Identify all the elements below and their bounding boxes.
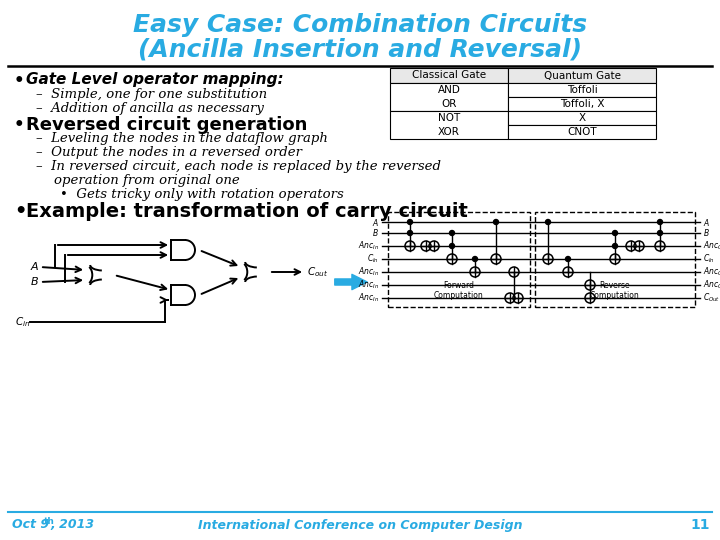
- Text: Toffoli, X: Toffoli, X: [559, 99, 604, 109]
- Circle shape: [657, 231, 662, 235]
- Bar: [388, 212, 530, 307]
- Text: •: •: [14, 72, 24, 90]
- Text: $C_{out}$: $C_{out}$: [307, 265, 328, 279]
- Text: –  Addition of ancilla as necessary: – Addition of ancilla as necessary: [36, 102, 264, 115]
- Text: Reverse
Computation: Reverse Computation: [590, 281, 640, 300]
- Text: Easy Case: Combination Circuits: Easy Case: Combination Circuits: [133, 13, 587, 37]
- Text: International Conference on Computer Design: International Conference on Computer Des…: [198, 518, 522, 531]
- Text: –  In reversed circuit, each node is replaced by the reversed: – In reversed circuit, each node is repl…: [36, 160, 441, 173]
- Text: Reversed circuit generation: Reversed circuit generation: [26, 116, 307, 134]
- Text: $A$: $A$: [372, 217, 379, 227]
- Circle shape: [613, 244, 618, 248]
- Text: $C_{in}$: $C_{in}$: [14, 315, 30, 329]
- Circle shape: [449, 244, 454, 248]
- Text: $Anc_{In}$: $Anc_{In}$: [358, 292, 379, 304]
- Text: $Anc_{In}$: $Anc_{In}$: [358, 266, 379, 278]
- Bar: [508, 125, 656, 139]
- Circle shape: [408, 231, 413, 235]
- Text: $Anc_{In}$: $Anc_{In}$: [358, 279, 379, 291]
- Bar: [535, 212, 695, 307]
- Circle shape: [546, 219, 551, 225]
- Text: XOR: XOR: [438, 127, 460, 137]
- Circle shape: [408, 219, 413, 225]
- Text: A: A: [30, 262, 38, 272]
- Text: operation from original one: operation from original one: [54, 174, 240, 187]
- Text: NOT: NOT: [438, 113, 460, 123]
- Text: •  Gets tricky only with rotation operators: • Gets tricky only with rotation operato…: [60, 188, 343, 201]
- Text: X: X: [578, 113, 585, 123]
- Text: Classical Gate: Classical Gate: [412, 71, 486, 80]
- Text: B: B: [30, 277, 38, 287]
- Text: AND: AND: [438, 85, 460, 95]
- Text: (Ancilla Insertion and Reversal): (Ancilla Insertion and Reversal): [138, 38, 582, 62]
- Text: CNOT: CNOT: [567, 127, 597, 137]
- Text: –  Output the nodes in a reversed order: – Output the nodes in a reversed order: [36, 146, 302, 159]
- Bar: [508, 83, 656, 97]
- Circle shape: [657, 219, 662, 225]
- Text: OR: OR: [441, 99, 456, 109]
- Text: $Anc_{In}$: $Anc_{In}$: [358, 240, 379, 252]
- Text: •: •: [14, 116, 24, 134]
- Text: , 2013: , 2013: [50, 518, 94, 531]
- Text: $C_{In}$: $C_{In}$: [367, 253, 379, 265]
- Text: 11: 11: [690, 518, 710, 532]
- Text: $C_{Out}$: $C_{Out}$: [703, 292, 720, 304]
- Bar: [390, 83, 508, 111]
- Text: –  Simple, one for one substitution: – Simple, one for one substitution: [36, 88, 267, 101]
- Text: $B$: $B$: [703, 227, 710, 239]
- FancyArrowPatch shape: [335, 274, 367, 289]
- Circle shape: [493, 219, 498, 225]
- Bar: [508, 68, 656, 83]
- Text: Example: transformation of carry circuit: Example: transformation of carry circuit: [26, 202, 468, 221]
- Circle shape: [613, 231, 618, 235]
- Bar: [390, 68, 508, 83]
- Bar: [508, 97, 656, 111]
- Text: Toffoli: Toffoli: [567, 85, 598, 95]
- Text: –  Leveling the nodes in the dataflow graph: – Leveling the nodes in the dataflow gra…: [36, 132, 328, 145]
- Text: •: •: [14, 202, 27, 221]
- Text: $Anc_{Out_c}$: $Anc_{Out_c}$: [703, 278, 720, 292]
- Text: $Anc_{Out_b}$: $Anc_{Out_b}$: [703, 265, 720, 279]
- Text: Quantum Gate: Quantum Gate: [544, 71, 621, 80]
- Text: $A$: $A$: [703, 217, 710, 227]
- Text: $C_{In}$: $C_{In}$: [703, 253, 715, 265]
- Text: Gate Level operator mapping:: Gate Level operator mapping:: [26, 72, 284, 87]
- Circle shape: [449, 231, 454, 235]
- Bar: [508, 111, 656, 125]
- Bar: [390, 111, 508, 139]
- Text: $Anc_{Out_1}$: $Anc_{Out_1}$: [703, 239, 720, 253]
- Text: Forward
Computation: Forward Computation: [434, 281, 484, 300]
- Text: Oct 9: Oct 9: [12, 518, 49, 531]
- Circle shape: [472, 256, 477, 261]
- Text: $B$: $B$: [372, 227, 379, 239]
- Text: th: th: [44, 516, 55, 525]
- Circle shape: [565, 256, 570, 261]
